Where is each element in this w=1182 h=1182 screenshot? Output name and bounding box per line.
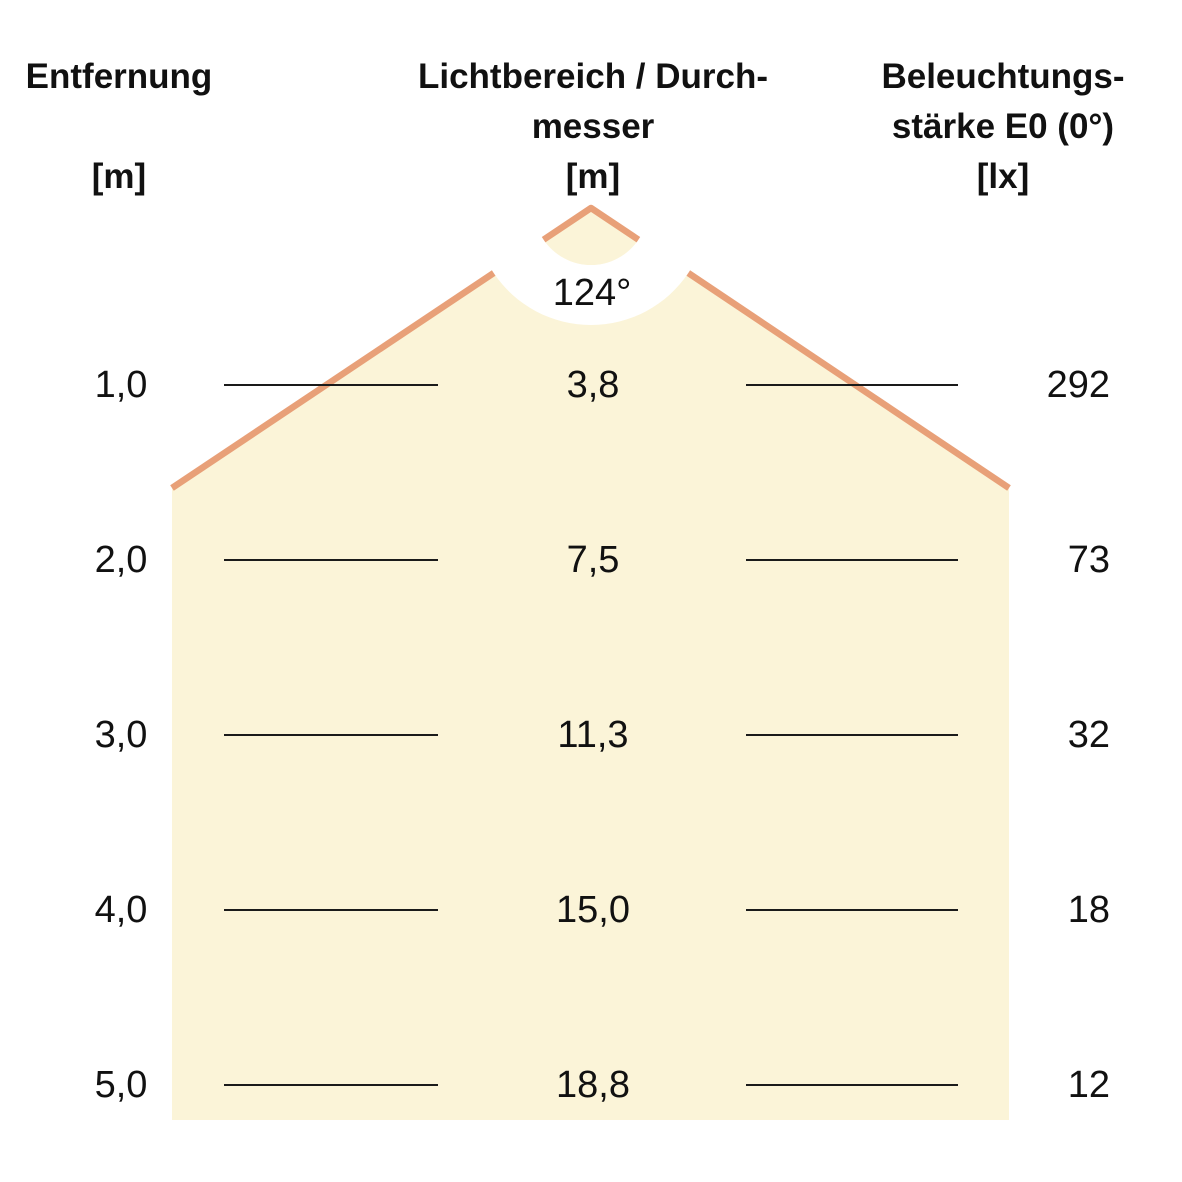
diameter-value: 18,8 xyxy=(556,1064,630,1106)
right-ruler-line xyxy=(746,559,958,561)
cone-body-shape xyxy=(172,273,1009,1120)
cone-right-edge-outline xyxy=(686,270,1011,491)
header-distance-unit: [m] xyxy=(91,157,147,196)
table-row: 4,0 15,0 18 xyxy=(0,885,1182,935)
table-row: 2,0 7,5 73 xyxy=(0,535,1182,585)
right-ruler-line xyxy=(746,909,958,911)
header-illuminance-title-line2: stärke E0 (0°) xyxy=(891,107,1115,146)
left-ruler-line xyxy=(224,559,438,561)
table-row: 3,0 11,3 32 xyxy=(0,710,1182,760)
diameter-value: 15,0 xyxy=(556,889,630,931)
right-ruler-line xyxy=(746,1084,958,1086)
header-distance-title: Entfernung xyxy=(25,57,213,96)
header-illuminance-unit: [lx] xyxy=(976,157,1030,196)
cone-left-edge-outline xyxy=(170,270,496,491)
left-ruler-line xyxy=(224,909,438,911)
diameter-value: 11,3 xyxy=(557,714,629,756)
distance-value: 4,0 xyxy=(94,889,148,931)
header-diameter-title-line1: Lichtbereich / Durch- xyxy=(417,57,769,96)
cone-apex-outline xyxy=(541,204,641,243)
cone-apex-wedge-shape xyxy=(543,208,639,266)
diameter-value: 3,8 xyxy=(566,364,620,406)
left-ruler-line xyxy=(224,734,438,736)
distance-value: 1,0 xyxy=(94,364,148,406)
left-ruler-line xyxy=(224,384,438,386)
right-ruler-line xyxy=(746,734,958,736)
illuminance-value: 73 xyxy=(1067,539,1110,581)
illuminance-value: 32 xyxy=(1067,714,1110,756)
distance-value: 2,0 xyxy=(94,539,148,581)
beam-angle-label: 124° xyxy=(552,272,632,314)
header-diameter-title-line2: messer xyxy=(531,107,655,146)
table-row: 5,0 18,8 12 xyxy=(0,1060,1182,1110)
table-row: 1,0 3,8 292 xyxy=(0,360,1182,410)
right-ruler-line xyxy=(746,384,958,386)
illuminance-value: 18 xyxy=(1067,889,1110,931)
distance-value: 5,0 xyxy=(94,1064,148,1106)
distance-value: 3,0 xyxy=(94,714,148,756)
diameter-value: 7,5 xyxy=(566,539,620,581)
header-diameter-unit: [m] xyxy=(565,157,621,196)
illuminance-value: 292 xyxy=(1046,364,1110,406)
illuminance-value: 12 xyxy=(1067,1064,1110,1106)
header-illuminance-title-line1: Beleuchtungs- xyxy=(881,57,1125,96)
left-ruler-line xyxy=(224,1084,438,1086)
